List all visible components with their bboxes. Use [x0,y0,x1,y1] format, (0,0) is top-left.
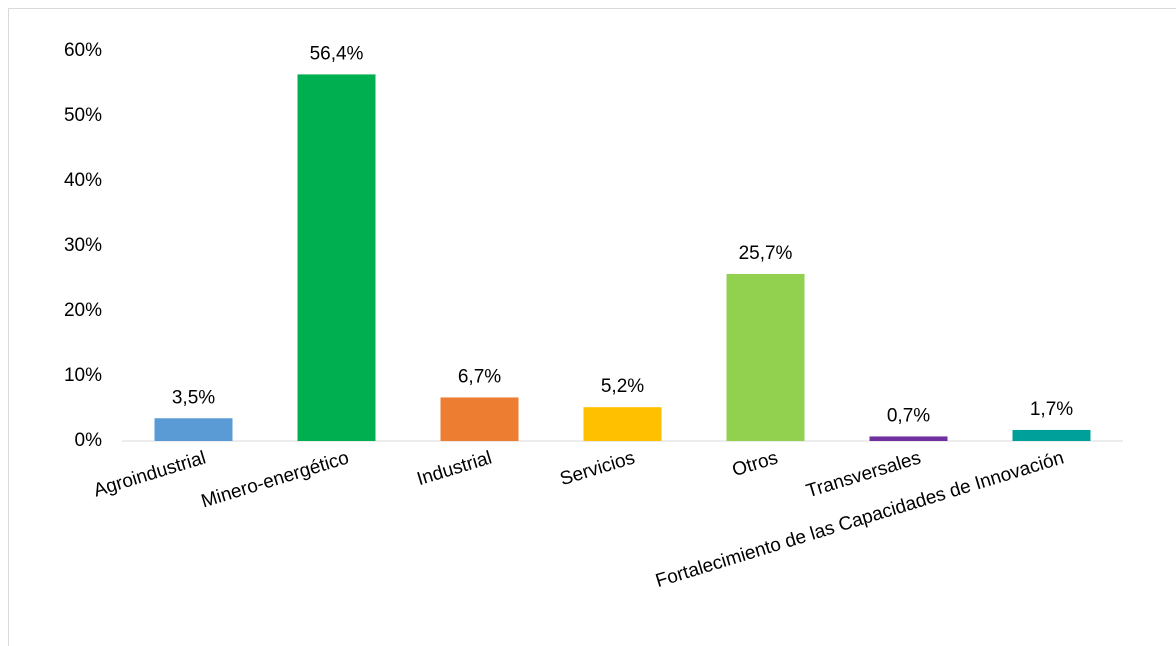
x-tick-label: Minero-energético [199,447,352,512]
bar [1012,429,1091,441]
x-tick-label: Industrial [415,447,495,490]
y-tick-label: 50% [64,105,102,126]
data-label: 1,7% [1030,399,1073,420]
y-tick-label: 40% [64,170,102,191]
bar [154,418,233,441]
data-label: 5,2% [601,376,644,397]
y-tick-label: 0% [75,430,103,451]
data-label: 0,7% [887,405,930,426]
bar [297,74,376,442]
bar [440,397,519,441]
bar [726,273,805,441]
data-label: 25,7% [739,243,793,264]
x-tick-label: Otros [730,447,781,481]
bar [869,436,948,441]
y-tick-label: 10% [64,365,102,386]
y-tick-label: 30% [64,235,102,256]
x-tick-label: Agroindustrial [91,447,208,501]
data-label: 6,7% [458,366,501,387]
y-tick-label: 20% [64,300,102,321]
x-tick-label: Servicios [558,447,638,490]
data-label: 56,4% [310,43,364,64]
chart-frame [8,8,1176,646]
bar [583,407,662,441]
data-label: 3,5% [172,387,215,408]
y-tick-label: 60% [64,40,102,61]
